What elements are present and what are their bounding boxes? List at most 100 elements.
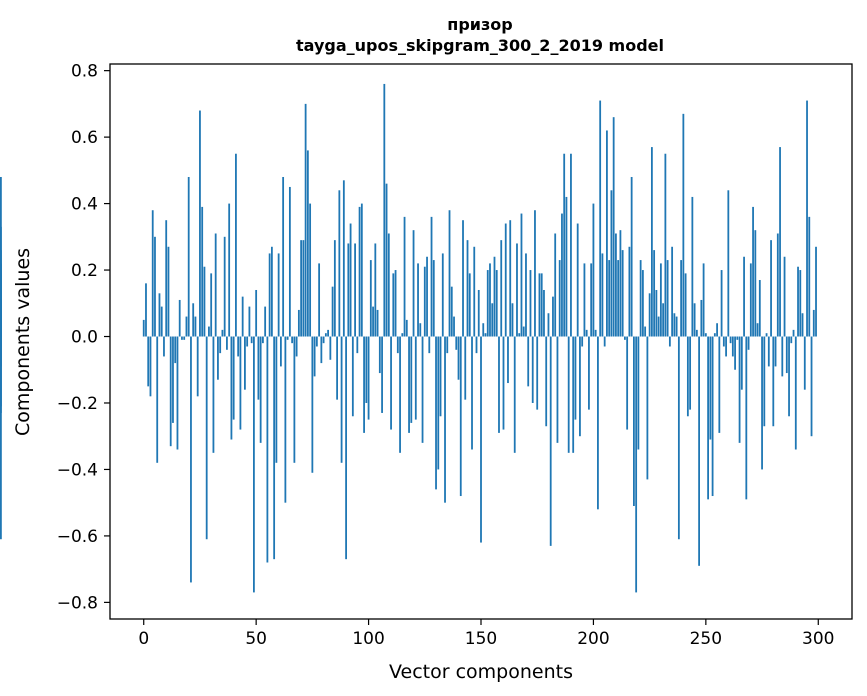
bar-253 xyxy=(711,336,714,497)
bar-175 xyxy=(536,336,539,410)
bar-6 xyxy=(156,336,159,463)
bar-166 xyxy=(516,243,518,337)
bar-299 xyxy=(815,246,817,337)
bar-46 xyxy=(246,336,249,347)
bar-192 xyxy=(574,336,577,420)
bar-85 xyxy=(333,240,336,337)
x-tick-label-200: 200 xyxy=(577,629,609,649)
plot-frame xyxy=(109,63,853,620)
bar-225 xyxy=(648,293,651,337)
bar-57 xyxy=(270,246,273,337)
y-tick-label-5: 0.2 xyxy=(71,261,98,281)
bar-127 xyxy=(428,336,431,354)
bar-266 xyxy=(740,336,743,390)
bar-210 xyxy=(615,233,617,337)
bar-182 xyxy=(552,296,554,337)
bar-180 xyxy=(547,313,550,337)
bar-200 xyxy=(592,203,595,337)
bar-undefined xyxy=(0,299,2,337)
bar-30 xyxy=(210,273,213,337)
bar-259 xyxy=(725,336,727,357)
bar-76 xyxy=(313,336,316,377)
bar-170 xyxy=(525,253,527,337)
bar-201 xyxy=(594,329,597,337)
bar-55 xyxy=(266,336,269,563)
bar-undefined xyxy=(0,336,2,540)
bar-162 xyxy=(507,336,509,384)
bar-9 xyxy=(163,336,165,357)
x-tick-label-150: 150 xyxy=(465,629,497,649)
bar-271 xyxy=(752,206,754,337)
chart-title: призор xyxy=(447,15,512,34)
x-tick-label-50: 50 xyxy=(245,629,267,649)
bar-251 xyxy=(707,336,709,500)
bar-219 xyxy=(635,336,638,593)
bar-107 xyxy=(383,83,386,337)
y-tick-label-3: −0.2 xyxy=(57,394,98,414)
bar-273 xyxy=(756,323,759,337)
bar-89 xyxy=(342,180,345,337)
bar-84 xyxy=(331,286,334,337)
bar-281 xyxy=(774,336,777,367)
bar-141 xyxy=(459,336,462,497)
bar-56 xyxy=(268,253,271,337)
bar-199 xyxy=(590,263,593,337)
bar-47 xyxy=(248,306,251,337)
x-tick-label-100: 100 xyxy=(352,629,384,649)
bar-258 xyxy=(722,336,725,347)
bar-117 xyxy=(405,319,408,337)
bar-272 xyxy=(754,230,757,337)
bar-290 xyxy=(794,336,797,450)
bar-211 xyxy=(617,260,620,337)
bar-239 xyxy=(680,260,683,337)
bar-13 xyxy=(172,336,174,423)
bar-284 xyxy=(781,336,784,377)
bar-295 xyxy=(806,100,808,337)
bar-61 xyxy=(279,336,282,367)
bar-12 xyxy=(169,336,172,447)
bar-263 xyxy=(734,336,736,370)
bar-212 xyxy=(619,230,622,337)
bar-undefined xyxy=(0,226,2,337)
bar-195 xyxy=(581,336,584,347)
bar-24 xyxy=(196,336,199,397)
bar-138 xyxy=(453,316,455,337)
bar-291 xyxy=(797,266,799,337)
bar-103 xyxy=(374,243,377,337)
bar-undefined xyxy=(0,336,2,407)
bar-169 xyxy=(522,326,525,337)
bar-37 xyxy=(226,336,228,350)
bar-177 xyxy=(540,273,543,337)
bar-213 xyxy=(621,250,624,337)
bar-120 xyxy=(412,230,415,337)
y-tick-label-1: −0.6 xyxy=(57,527,98,547)
bar-51 xyxy=(257,336,260,400)
bar-83 xyxy=(329,336,332,360)
bar-157 xyxy=(495,270,498,337)
bar-77 xyxy=(315,336,318,347)
bar-152 xyxy=(484,333,487,337)
bar-235 xyxy=(671,246,674,337)
bar-167 xyxy=(518,333,521,337)
bar-124 xyxy=(421,336,424,443)
bar-233 xyxy=(666,260,669,337)
bar-160 xyxy=(502,336,505,430)
bar-5 xyxy=(154,236,156,337)
bar-10 xyxy=(165,220,168,337)
bar-116 xyxy=(403,216,406,337)
bar-34 xyxy=(219,336,222,354)
bar-110 xyxy=(390,336,392,430)
bar-36 xyxy=(223,236,226,337)
bar-254 xyxy=(713,333,716,337)
bar-204 xyxy=(601,253,604,337)
bar-122 xyxy=(417,263,419,337)
bar-63 xyxy=(284,336,287,503)
bar-247 xyxy=(698,336,700,566)
bar-14 xyxy=(174,336,177,364)
bar-184 xyxy=(556,336,559,443)
x-tick-label-300: 300 xyxy=(802,629,834,649)
bar-282 xyxy=(776,233,779,337)
bar-67 xyxy=(293,336,296,463)
bar-206 xyxy=(606,130,608,337)
